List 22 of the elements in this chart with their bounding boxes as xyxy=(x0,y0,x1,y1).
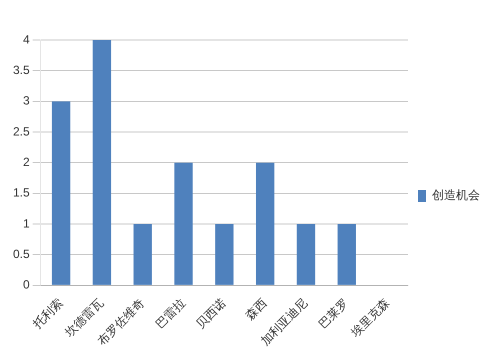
legend-label: 创造机会 xyxy=(432,188,480,202)
bar xyxy=(296,224,316,285)
bar xyxy=(338,224,356,285)
bar xyxy=(215,224,234,285)
x-tick-label: 贝西诺 xyxy=(193,296,229,332)
x-tick-label: 托利索 xyxy=(29,296,66,332)
y-tick-label: 0 xyxy=(22,278,30,292)
y-tick-label: 2.5 xyxy=(12,124,30,138)
bar xyxy=(256,162,274,285)
bar xyxy=(92,40,112,285)
y-tick-label: 3.5 xyxy=(12,62,30,77)
y-tick-label: 1.5 xyxy=(12,186,30,200)
bar xyxy=(174,162,193,285)
x-tick-label: 森西 xyxy=(242,296,270,323)
x-tick-label: 巴雷拉 xyxy=(152,296,188,332)
y-tick-label: 1 xyxy=(22,216,30,230)
y-tick-label: 0.5 xyxy=(12,247,30,262)
y-tick-label: 4 xyxy=(22,32,30,46)
y-tick-label: 2 xyxy=(22,155,30,170)
y-tick-label: 3 xyxy=(22,94,30,108)
bar xyxy=(134,224,152,285)
bar xyxy=(52,101,70,285)
